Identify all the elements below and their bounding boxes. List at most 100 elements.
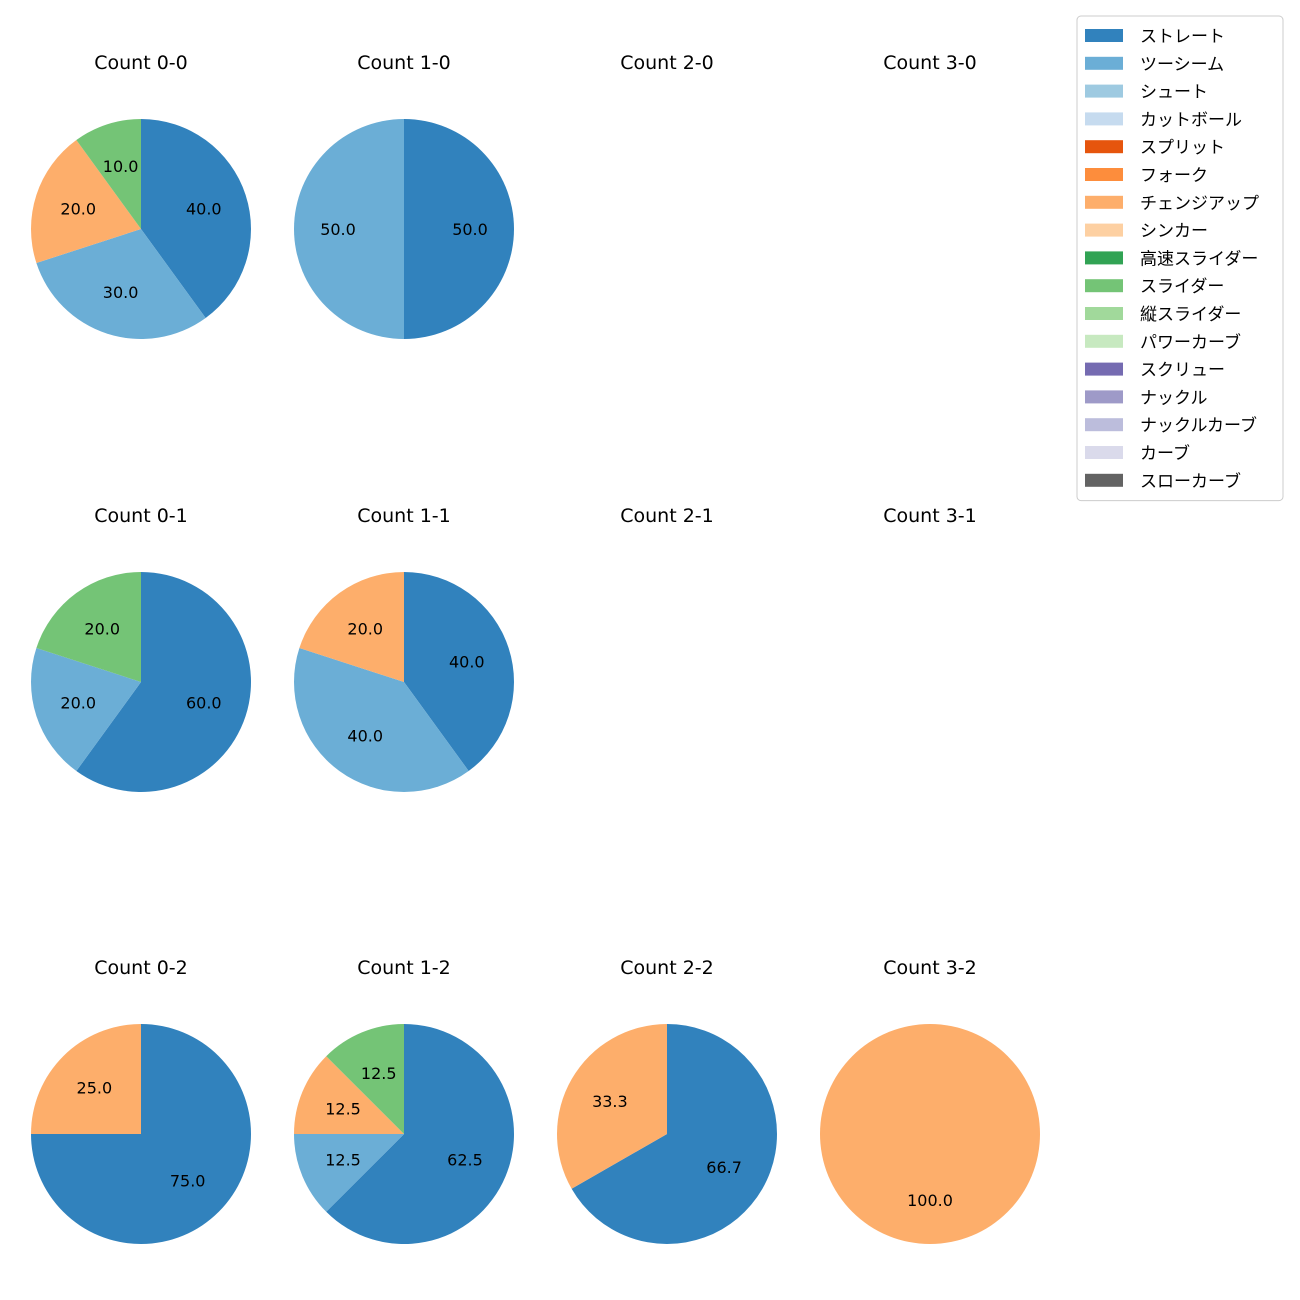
legend-swatch (1085, 140, 1123, 154)
pie-slice-label: 10.0 (103, 157, 139, 176)
pie-slice (404, 119, 514, 339)
pie-slice (556, 1023, 667, 1189)
pie-title: Count 3-1 (883, 505, 977, 527)
pie-slice (76, 119, 141, 229)
legend-swatch (1085, 390, 1123, 404)
pie-slice-label: 50.0 (452, 220, 488, 239)
legend-entry-label: スライダー (1140, 277, 1224, 297)
pie-chart-count-2-1: Count 2-1 (620, 505, 714, 527)
pie-title: Count 0-1 (94, 505, 188, 527)
legend-entry-label: スローカーブ (1140, 471, 1241, 492)
pie-title: Count 3-0 (883, 52, 977, 74)
legend-entry-label: カットボール (1140, 110, 1242, 130)
legend-swatch (1085, 279, 1123, 293)
pie-title: Count 3-2 (883, 957, 977, 979)
pie-slice-label: 20.0 (60, 200, 96, 219)
pie-chart-count-0-2: Count 0-2 75.0 25.0 (31, 957, 251, 1244)
pie-slice (30, 140, 141, 263)
pie-chart-count-3-2: Count 3-2 100.0 (820, 957, 1040, 1244)
legend-entry-label: 縦スライダー (1140, 305, 1241, 325)
pie-slice-label: 25.0 (77, 1078, 113, 1097)
pie-slice-label: 20.0 (84, 620, 120, 639)
legend-swatch (1085, 251, 1123, 265)
pie-chart-count-3-0: Count 3-0 (883, 52, 977, 74)
pie-slice (36, 229, 206, 339)
pie-chart-count-2-2: Count 2-2 66.7 33.3 (556, 957, 777, 1244)
pie-slice (294, 1056, 404, 1134)
legend-frame (1076, 15, 1284, 502)
legend-swatch (1085, 418, 1123, 432)
pie-chart-count-1-0: Count 1-0 50.0 50.0 (294, 52, 514, 339)
legend-entry-label: ナックル (1140, 388, 1208, 408)
pie-slice-label: 66.7 (706, 1158, 742, 1177)
legend-entry-label: ツーシーム (1140, 55, 1224, 75)
legend-swatch (1085, 446, 1123, 459)
pie-slice-label: 40.0 (186, 200, 222, 219)
pie-chart-count-3-1: Count 3-1 (883, 505, 977, 527)
pie-slice (141, 119, 252, 318)
pie-slice-label: 33.3 (592, 1092, 628, 1111)
pie-slice-label: 40.0 (449, 653, 485, 672)
pie-slice-label: 20.0 (60, 693, 96, 712)
legend: ストレートツーシームシュートカットボールスプリットフォークチェンジアップシンカー… (1076, 15, 1284, 502)
legend-entry-label: 高速スライダー (1140, 249, 1258, 269)
pie-slice (404, 572, 515, 771)
legend-swatch (1085, 362, 1123, 376)
pie-slice-label: 12.5 (325, 1150, 361, 1169)
pie-slice-label: 50.0 (320, 220, 356, 239)
legend-swatch (1085, 29, 1123, 42)
pie-charts: Count 0-0 40.0 30.0 20.0 10.0 Count 1-0 50.0 50… (30, 52, 1040, 1244)
pie-title: Count 2-1 (620, 505, 714, 527)
legend-entry-label: ナックルカーブ (1140, 415, 1257, 436)
legend-swatch (1085, 195, 1123, 209)
legend-entry-label: チェンジアップ (1140, 194, 1259, 214)
pie-slice (31, 1024, 141, 1134)
legend-swatch (1085, 168, 1123, 181)
pie-slice (36, 572, 141, 682)
pie-title: Count 1-0 (357, 52, 451, 74)
pie-slice (820, 1024, 1040, 1244)
legend-swatch (1085, 307, 1123, 320)
pie-slice-label: 100.0 (907, 1191, 953, 1210)
pie-slice-label: 20.0 (347, 620, 383, 639)
legend-entry-label: スプリット (1140, 138, 1225, 158)
legend-entry-label: シンカー (1140, 222, 1208, 242)
legend-swatch (1085, 84, 1123, 98)
legend-swatch (1085, 334, 1123, 348)
pie-slice-label: 75.0 (170, 1172, 206, 1191)
legend-entry-label: パワーカーブ (1140, 332, 1241, 353)
pie-chart-count-1-1: Count 1-1 40.0 40.0 20.0 (293, 505, 515, 793)
pie-slice (299, 572, 404, 682)
legend-entry-label: フォーク (1140, 166, 1208, 186)
pie-slice-label: 40.0 (347, 726, 383, 745)
legend-swatch (1085, 223, 1123, 237)
pie-slice-label: 30.0 (103, 283, 139, 302)
pie-chart-count-1-2: Count 1-262.512.512.512.5 (294, 957, 514, 1244)
legend-swatch (1085, 56, 1123, 70)
pie-slice-label: 12.5 (325, 1100, 361, 1119)
legend-entry-label: シュート (1140, 83, 1208, 103)
legend-swatch (1085, 112, 1123, 126)
pie-slice-label: 62.5 (447, 1150, 483, 1169)
pie-title: Count 0-2 (94, 957, 188, 979)
pie-slice-label: 60.0 (186, 693, 222, 712)
pie-slice (294, 119, 404, 339)
pie-title: Count 2-0 (620, 52, 714, 74)
pie-slice (76, 572, 251, 792)
legend-entry-label: カーブ (1140, 443, 1190, 464)
pie-chart-count-0-0: Count 0-0 40.0 30.0 20.0 10.0 (30, 52, 252, 339)
pie-title: Count 1-2 (357, 957, 451, 979)
pie-chart-count-0-1: Count 0-1 60.0 20.0 20.0 (30, 505, 251, 792)
pie-title: Count 0-0 (94, 52, 188, 74)
pie-slice (326, 1024, 404, 1134)
pie-slice-label: 12.5 (361, 1064, 397, 1083)
pie-title: Count 2-2 (620, 957, 714, 979)
pie-chart-count-2-0: Count 2-0 (620, 52, 714, 74)
pie-slice (294, 1134, 404, 1212)
pie-slice (30, 648, 142, 771)
pie-slice (293, 648, 469, 793)
pie-title: Count 1-1 (357, 505, 451, 527)
pie-slice (571, 1024, 777, 1244)
legend-swatch (1085, 473, 1123, 487)
